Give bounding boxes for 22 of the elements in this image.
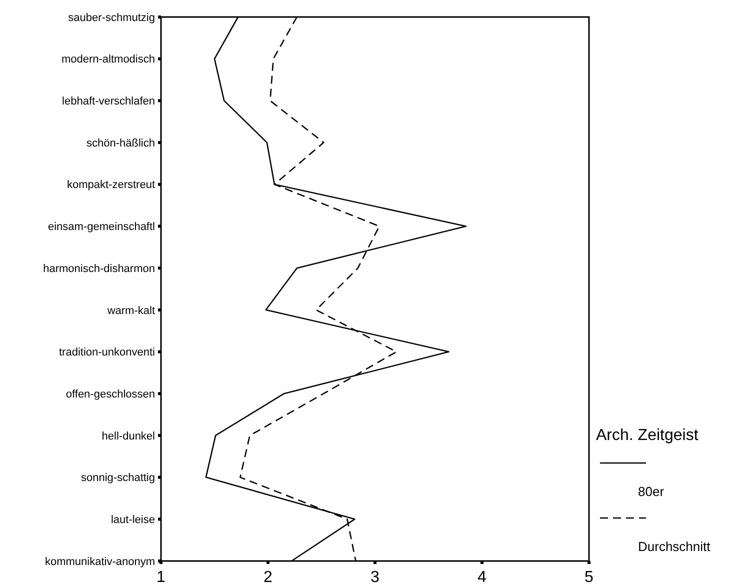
y-tick-label: tradition-unkonventi [58,346,155,359]
y-tick-label: laut-leise [110,514,155,526]
x-tick-label: 1 [156,569,166,586]
x-tick-label: 2 [264,569,273,586]
y-tick-label: harmonisch-disharmon [43,262,155,275]
text: 80er [638,484,665,499]
y-tick-label: lebhaft-verschlafen [62,96,155,108]
x-tick-label: 5 [584,569,594,586]
y-tick-label: warm-kalt [106,304,155,317]
y-tick-label: offen-geschlossen [66,388,155,400]
text: Durchschnitt [638,539,711,554]
y-tick-label: schön-häßlich [86,137,155,150]
y-tick-label: einsam-gemeinschaftl [48,221,155,234]
y-tick-label: kompakt-zerstreut [66,179,155,192]
y-tick-label: kommunikativ-anonym [44,556,155,568]
y-tick-label: modern-altmodisch [61,54,155,66]
y-tick-label: sonnig-schattig [81,472,155,484]
legend-title: Arch. Zeitgeist [596,427,699,444]
x-tick-label: 4 [478,569,487,586]
x-tick-label: 3 [370,569,380,586]
y-tick-label: hell-dunkel [102,430,155,442]
y-tick-label: sauber-schmutzig [68,12,155,24]
